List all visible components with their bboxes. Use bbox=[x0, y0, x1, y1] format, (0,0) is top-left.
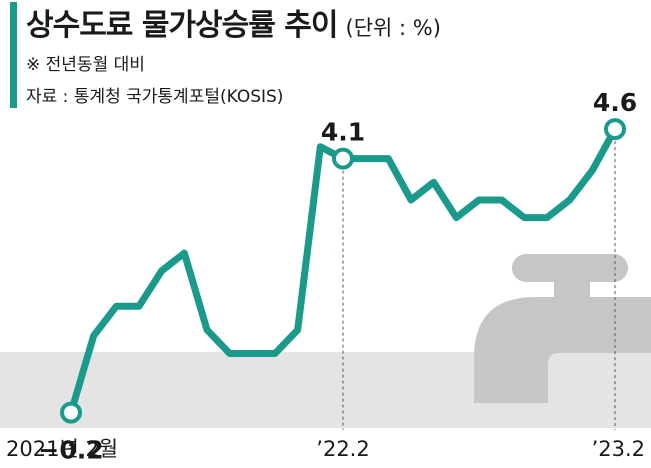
header: 상수도료 물가상승률 추이 (단위 : %) bbox=[26, 0, 441, 44]
data-label: 4.6 bbox=[593, 88, 637, 117]
x-tick-label: ’23.2 bbox=[592, 437, 645, 461]
data-label: −0.2 bbox=[38, 436, 103, 465]
data-point-marker bbox=[332, 147, 354, 170]
x-tick-label: ’22.2 bbox=[316, 437, 369, 461]
title-accent-bar bbox=[10, 2, 17, 108]
zero-baseline-band bbox=[0, 352, 651, 428]
chart-title: 상수도료 물가상승률 추이 bbox=[26, 8, 338, 43]
faucet-icon bbox=[474, 254, 651, 403]
x-tick-label: 2021년 2월 bbox=[6, 437, 118, 461]
unit-label: (단위 : %) bbox=[345, 16, 441, 40]
comparison-note: ※ 전년동월 대비 bbox=[26, 55, 145, 75]
data-label: 4.1 bbox=[321, 118, 365, 147]
data-point-marker bbox=[604, 118, 626, 141]
data-point-marker bbox=[60, 401, 82, 424]
source-note: 자료 : 통계청 국가통계포털(KOSIS) bbox=[26, 87, 284, 107]
